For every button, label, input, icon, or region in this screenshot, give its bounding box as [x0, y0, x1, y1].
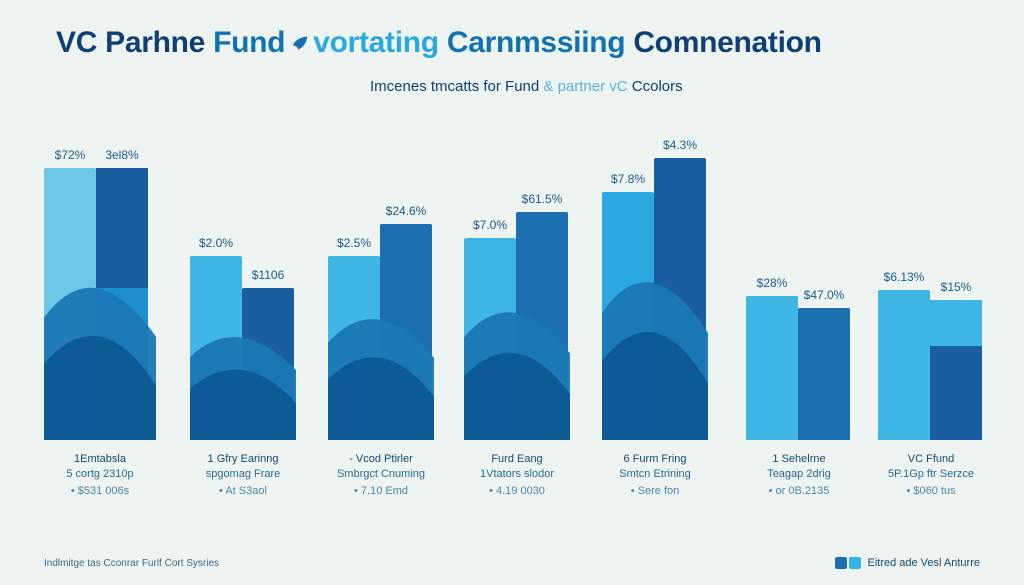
x-axis-labels: 1Emtabsla5 cortg 2310p • $531 006s 1 Gfry … [44, 452, 984, 532]
x-label-line: 6 Furm Fring [602, 452, 708, 467]
title-word: Comnenation [633, 26, 821, 59]
bar-value-label: 3el8% [105, 148, 138, 162]
x-axis-group-label: 1Emtabsla5 cortg 2310p • $531 006s [44, 452, 156, 499]
bar-group: $7.8%$4.3% [602, 158, 708, 440]
bar-group: $6.13%$15% [878, 290, 984, 440]
subtitle-c: vC [609, 78, 632, 95]
bar: $7.8% [602, 192, 654, 440]
bar-group: $2.5%$24.6% [328, 224, 434, 440]
bar: $6.13% [878, 290, 930, 440]
bar-value-label: $72% [55, 148, 86, 162]
x-label-line: spgomag Frare [190, 467, 296, 482]
subtitle-b: & partner [543, 78, 609, 95]
leaf-icon [289, 29, 311, 63]
legend-swatch-icon [849, 557, 861, 569]
x-label-line: 5 cortg 2310p [44, 467, 156, 482]
x-label-line: 5P.1Gp ftr Serzce [878, 467, 984, 482]
x-label-line: Furd Eang [464, 452, 570, 467]
bar-stack-top [96, 168, 148, 288]
bar: $28% [746, 296, 798, 440]
bar-value-label: $2.0% [199, 236, 233, 250]
footnote: Indlmitge tas Cconrar Furlf Cort Sysries [44, 558, 219, 569]
x-label-line: • 7.10 Emd [328, 484, 434, 499]
legend-swatch-icon [835, 557, 847, 569]
bar-value-label: $2.5% [337, 236, 371, 250]
bar: 3el8% [96, 168, 148, 440]
bar-group: $7.0%$61.5% [464, 212, 570, 440]
bar: $61.5% [516, 212, 568, 440]
bar-value-label: $7.0% [473, 218, 507, 232]
bar: $2.5% [328, 256, 380, 440]
bar-value-label: $28% [757, 276, 788, 290]
x-label-line: • or 0B.2135 [746, 484, 852, 499]
bar-chart: $72%3el8%$2.0%$1106$2.5%$24.6%$7.0%$61.5… [44, 120, 984, 440]
legend: Eitred ade Vesl Anturre [835, 557, 980, 569]
title-word: vortating [313, 26, 447, 59]
x-label-line: • 4.19 0030 [464, 484, 570, 499]
x-axis-group-label: 1 Gfry Earinngspgomag Frare • At S3aol [190, 452, 296, 499]
bar-value-label: $15% [941, 280, 972, 294]
x-label-line: • Sere fon [602, 484, 708, 499]
x-label-line: VC Ffund [878, 452, 984, 467]
x-label-line: • $060 tus [878, 484, 984, 499]
bar: $24.6% [380, 224, 432, 440]
x-label-line: Smtcn Etrining [602, 467, 708, 482]
subtitle-a: Imcenes tmcatts for Fund [370, 78, 543, 95]
x-label-line: Smbrgct Cnuming [328, 467, 434, 482]
x-label-line: - Vcod Ptirler [328, 452, 434, 467]
bar-group: $72%3el8% [44, 168, 156, 440]
chart-subtitle: Imcenes tmcatts for Fund & partner vC Cc… [370, 78, 683, 95]
x-axis-group-label: VC Ffund5P.1Gp ftr Serzce • $060 tus [878, 452, 984, 499]
bar-value-label: $47.0% [804, 288, 845, 302]
bar-value-label: $4.3% [663, 138, 697, 152]
bar: $15% [930, 300, 982, 440]
bar-value-label: $7.8% [611, 172, 645, 186]
bar-value-label: $6.13% [884, 270, 925, 284]
bar-group: $28%$47.0% [746, 296, 852, 440]
title-word: VC [56, 26, 105, 59]
x-label-line: 1Emtabsla [44, 452, 156, 467]
subtitle-d: Ccolors [632, 78, 683, 95]
x-label-line: 1Vtators slodor [464, 467, 570, 482]
title-word: Carnmssiing [447, 26, 633, 59]
bar-group: $2.0%$1106 [190, 256, 296, 440]
x-label-line: 1 Gfry Earinng [190, 452, 296, 467]
title-word: Fund [213, 26, 285, 59]
x-axis-group-label: 1 SehelrneTeagap 2drig • or 0B.2135 [746, 452, 852, 499]
x-label-line: Teagap 2drig [746, 467, 852, 482]
bar-value-label: $61.5% [522, 192, 563, 206]
title-word: Parhne [105, 26, 213, 59]
bar: $1106 [242, 288, 294, 440]
x-label-line: • At S3aol [190, 484, 296, 499]
bar: $47.0% [798, 308, 850, 440]
x-axis-group-label: Furd Eang1Vtators slodor • 4.19 0030 [464, 452, 570, 499]
bar: $2.0% [190, 256, 242, 440]
x-axis-group-label: 6 Furm FringSmtcn Etrining • Sere fon [602, 452, 708, 499]
bar: $4.3% [654, 158, 706, 440]
bar-value-label: $1106 [252, 268, 284, 282]
chart-title: VC Parhne Fund vortating Carnmssiing Comn… [56, 26, 822, 63]
x-axis-group-label: - Vcod PtirlerSmbrgct Cnuming • 7.10 Emd [328, 452, 434, 499]
x-label-line: • $531 006s [44, 484, 156, 499]
bar: $72% [44, 168, 96, 440]
bar: $7.0% [464, 238, 516, 440]
x-label-line: 1 Sehelrne [746, 452, 852, 467]
bar-stack-top [930, 300, 982, 346]
legend-label: Eitred ade Vesl Anturre [867, 557, 980, 569]
bar-value-label: $24.6% [386, 204, 427, 218]
